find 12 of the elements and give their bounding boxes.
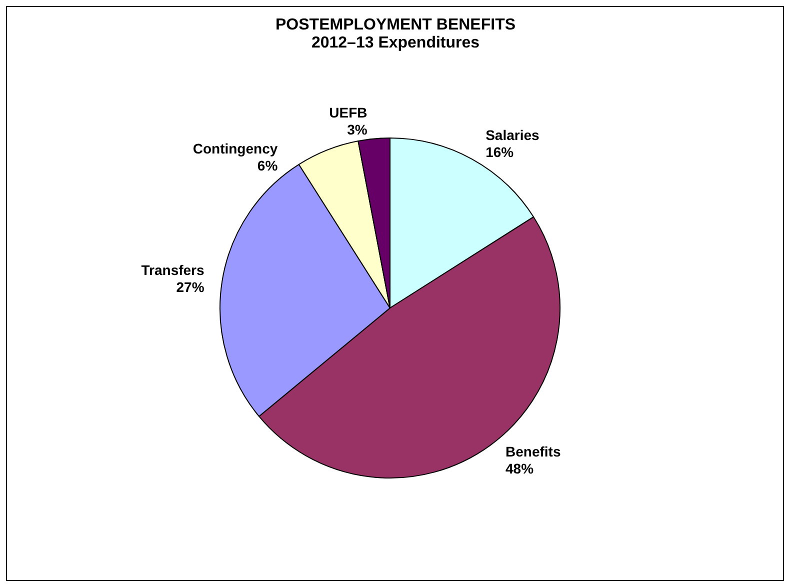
slice-label: Salaries xyxy=(486,126,540,143)
slice-label: Benefits xyxy=(506,444,561,460)
slice-label: UEFB xyxy=(329,104,368,120)
data-label: 27% xyxy=(176,279,205,296)
data-label: 48% xyxy=(506,460,534,477)
chart-subtitle: 2012–13 Expenditures xyxy=(311,34,480,52)
data-label: 16% xyxy=(486,144,514,160)
data-label: 3% xyxy=(347,121,368,138)
data-label: 6% xyxy=(257,157,278,174)
slice-label: Transfers xyxy=(141,262,204,278)
slice-label: Contingency xyxy=(192,140,278,156)
chart-title: POSTEMPLOYMENT BENEFITS xyxy=(275,16,516,34)
